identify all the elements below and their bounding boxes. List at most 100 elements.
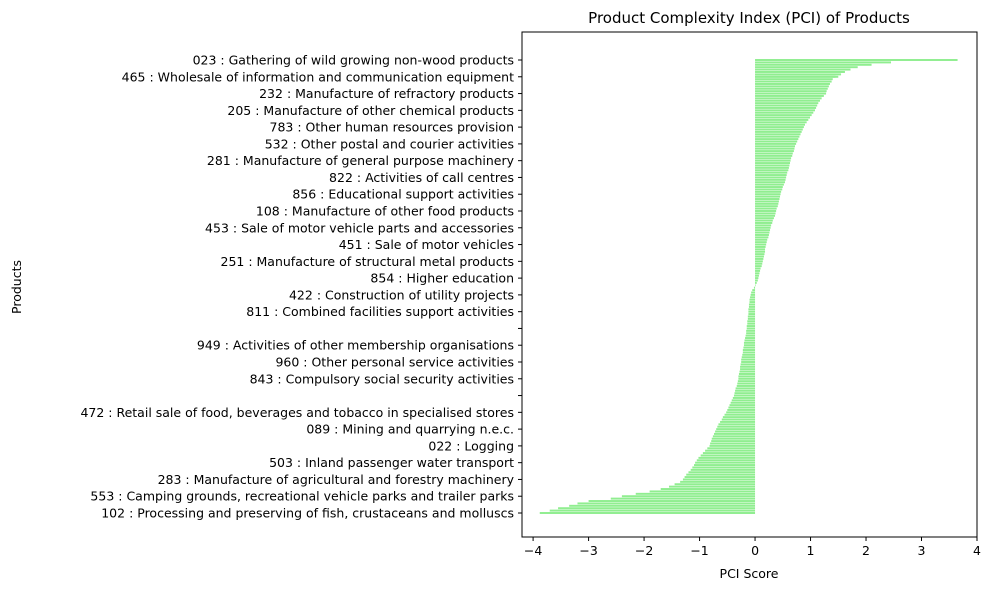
x-axis: −4 −3 −2 −1 0 1 2 3 4 <box>524 537 981 558</box>
bar <box>755 130 802 133</box>
bar <box>740 368 756 371</box>
bar <box>755 123 805 126</box>
bar <box>702 452 756 455</box>
bar <box>736 384 756 387</box>
bar <box>755 152 793 155</box>
bar <box>743 344 756 347</box>
bar <box>747 315 756 318</box>
bar <box>690 468 756 471</box>
y-tick-label: 822 : Activities of call centres <box>329 170 514 185</box>
y-tick-label: 022 : Logging <box>428 438 514 453</box>
y-tick-label: 281 : Manufacture of general purpose mac… <box>207 153 515 168</box>
bar <box>755 210 777 212</box>
bar <box>755 135 800 138</box>
y-tick-label: 783 : Other human resources provision <box>270 120 514 135</box>
bar <box>755 63 872 66</box>
bar <box>682 478 756 481</box>
bar <box>698 456 756 459</box>
bar <box>755 238 768 241</box>
bar <box>755 219 773 222</box>
bar <box>735 387 756 390</box>
bar <box>755 171 788 174</box>
bar <box>755 116 810 119</box>
bar <box>746 329 756 332</box>
bar <box>755 183 784 186</box>
bar <box>733 394 756 397</box>
bar <box>724 413 756 416</box>
bar <box>695 461 756 464</box>
y-tick-label: 023 : Gathering of wild growing non-wood… <box>193 53 514 68</box>
bar <box>731 399 756 402</box>
bar <box>755 90 827 93</box>
bar <box>738 375 756 378</box>
y-tick-label: 811 : Combined facilities support activi… <box>246 304 514 319</box>
y-tick-label: 854 : Higher education <box>370 271 514 286</box>
bar <box>755 214 776 217</box>
bar <box>755 111 814 114</box>
bar <box>713 432 756 435</box>
y-tick-label: 102 : Processing and preserving of fish,… <box>101 506 514 521</box>
bar <box>755 68 851 71</box>
bar <box>755 277 759 280</box>
bar <box>755 66 858 69</box>
bar <box>755 85 829 88</box>
bar <box>688 471 756 474</box>
y-tick-label: 089 : Mining and quarrying n.e.c. <box>306 422 514 437</box>
y-tick-label: 422 : Construction of utility projects <box>289 287 514 302</box>
bar <box>712 435 756 438</box>
x-tick-label: −1 <box>690 543 708 558</box>
bar <box>743 346 756 349</box>
bar <box>755 257 764 260</box>
x-tick-label: 4 <box>973 543 981 558</box>
bar <box>692 466 756 469</box>
bar <box>610 497 756 500</box>
bar <box>755 150 794 153</box>
bar <box>755 114 812 117</box>
bar <box>743 341 756 344</box>
bar <box>755 260 763 263</box>
bar <box>755 231 770 234</box>
bar <box>635 492 756 495</box>
y-tick-label: 465 : Wholesale of information and commu… <box>122 69 514 84</box>
bar <box>755 126 804 129</box>
bar <box>749 298 756 301</box>
bar <box>755 269 761 272</box>
bar <box>755 181 786 184</box>
bar <box>738 373 756 375</box>
x-tick-label: −3 <box>579 543 597 558</box>
x-tick-label: −2 <box>635 543 653 558</box>
bar <box>696 459 756 462</box>
bar <box>588 500 756 502</box>
bar <box>747 320 756 323</box>
bar <box>755 265 762 268</box>
bar <box>755 241 767 244</box>
bar <box>755 176 787 179</box>
bar <box>745 337 756 340</box>
bar <box>755 154 793 157</box>
bar <box>710 442 756 445</box>
bar <box>755 200 779 203</box>
bar <box>737 382 756 385</box>
bar <box>755 217 774 220</box>
bar <box>755 284 756 287</box>
bar <box>755 99 820 102</box>
bar <box>741 358 756 361</box>
bar <box>750 296 756 299</box>
bar <box>726 411 756 414</box>
x-tick-label: 3 <box>918 543 926 558</box>
chart-title: Product Complexity Index (PCI) of Produc… <box>588 9 910 27</box>
bar <box>755 178 786 181</box>
bar <box>755 147 795 150</box>
bar <box>755 222 773 224</box>
y-tick-label: 205 : Manufacture of other chemical prod… <box>227 103 514 118</box>
bar <box>740 363 756 366</box>
bar <box>755 255 764 258</box>
bar <box>728 406 756 409</box>
y-tick-label: 232 : Manufacture of refractory products <box>259 86 514 101</box>
bar <box>660 488 756 491</box>
bar <box>739 370 756 373</box>
plot-area <box>539 59 958 514</box>
bar <box>755 71 845 73</box>
bar <box>755 262 763 265</box>
bar <box>755 61 891 64</box>
